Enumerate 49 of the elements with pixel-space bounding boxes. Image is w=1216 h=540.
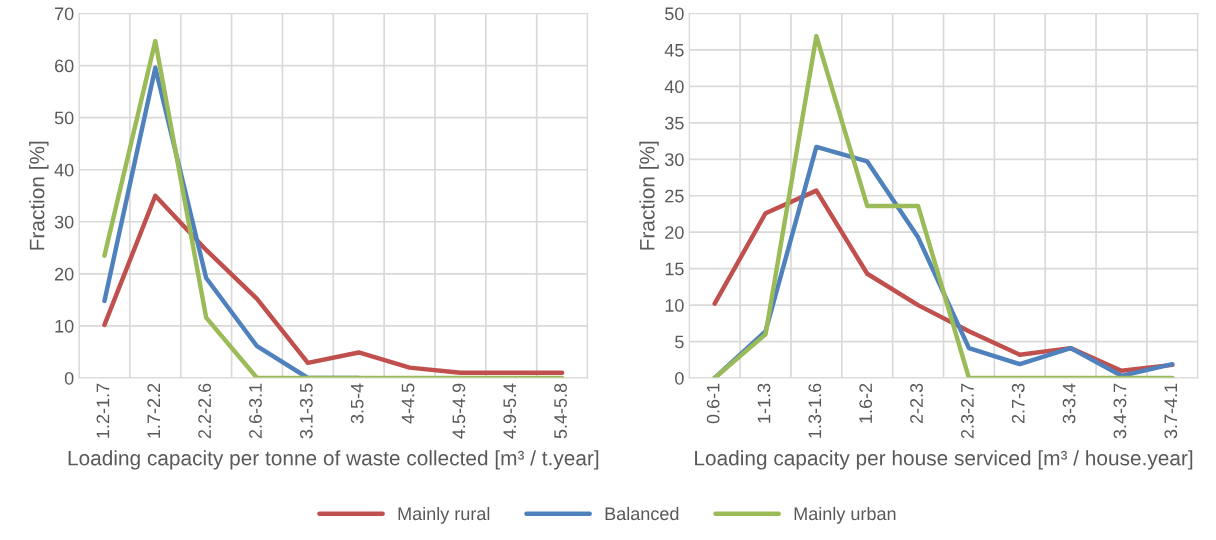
y-tick-label: 40 — [54, 163, 74, 177]
y-axis-title: Fraction [%] — [639, 141, 659, 250]
x-tick-label: 5.4-5.8 — [554, 383, 567, 439]
y-tick-label: 20 — [55, 267, 74, 281]
y-tick-label: 5 — [675, 335, 684, 349]
y-tick-label: 0 — [64, 371, 74, 385]
x-tick-label: 1.6-2 — [859, 383, 873, 423]
line-series — [712, 33, 1175, 378]
y-tick-label: 15 — [665, 262, 684, 276]
x-tick-label: 2.7-3 — [1011, 383, 1025, 424]
line-series — [102, 38, 565, 378]
y-tick-label: 0 — [675, 371, 684, 385]
x-tick-label: 3.7-4.1 — [1164, 383, 1178, 439]
y-tick-label: 45 — [664, 44, 684, 57]
y-tick-label: 35 — [665, 116, 684, 130]
x-tick-label: 1.2-1.7 — [96, 383, 110, 438]
legend-label: Mainly urban — [794, 506, 896, 524]
y-axis-title: Fraction [%] — [29, 141, 49, 250]
x-tick-label: 2-2.3 — [910, 383, 923, 424]
y-tick-label: 60 — [55, 59, 74, 73]
y-tick-label: 40 — [664, 80, 684, 94]
y-tick-label: 30 — [665, 153, 684, 167]
x-tick-label: 2.6-3.1 — [249, 383, 262, 439]
legend-label: Mainly rural — [398, 506, 490, 524]
x-tick-label: 1-1.3 — [757, 383, 771, 423]
y-tick-label: 70 — [55, 7, 74, 21]
x-tick-label: 1.7-2.2 — [147, 383, 160, 438]
x-tick-label: 0.6-1 — [706, 383, 720, 424]
x-axis-title: Loading capacity per tonne of waste collected [m³ / t.year] — [68, 450, 599, 470]
x-tick-label: 4.9-5.4 — [503, 383, 517, 439]
legend-label: Balanced — [605, 506, 679, 521]
y-tick-label: 10 — [55, 319, 74, 333]
x-tick-label: 1.3-1.6 — [808, 383, 822, 438]
x-tick-label: 4.5-4.9 — [452, 383, 466, 439]
y-tick-label: 50 — [665, 7, 684, 21]
y-tick-label: 50 — [54, 111, 74, 125]
x-tick-label: 3.1-3.5 — [299, 383, 313, 439]
x-tick-label: 3.5-4 — [350, 383, 364, 424]
y-tick-label: 10 — [665, 299, 684, 312]
line-series — [102, 193, 565, 376]
y-tick-label: 20 — [665, 226, 684, 239]
x-tick-label: 2.2-2.6 — [198, 383, 212, 439]
y-tick-label: 30 — [54, 215, 74, 229]
y-tick-label: 25 — [665, 189, 684, 203]
x-axis-title: Loading capacity per house serviced [m³ / house.year] — [695, 450, 1193, 470]
x-tick-label: 3-3.4 — [1062, 383, 1076, 424]
x-tick-label: 2.3-2.7 — [960, 383, 974, 439]
x-tick-label: 3.4-3.7 — [1113, 383, 1127, 439]
x-tick-label: 4-4.5 — [401, 383, 415, 424]
